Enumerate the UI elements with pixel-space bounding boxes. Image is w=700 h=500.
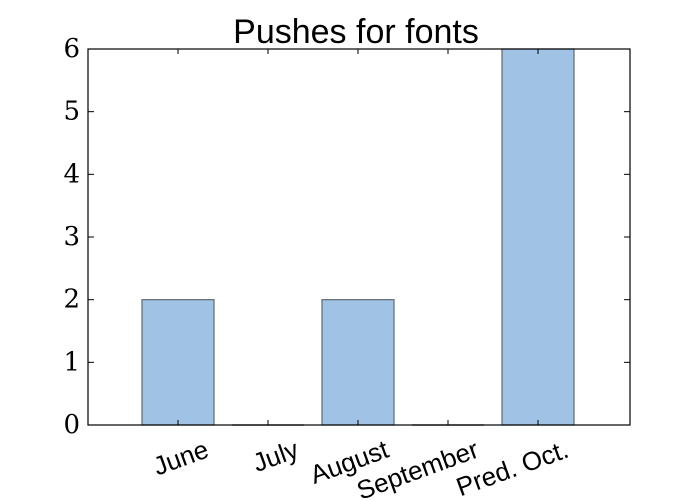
- y-tick-label-1: 1: [63, 347, 80, 377]
- bar-june: [141, 299, 215, 426]
- x-tick-label-june: June: [149, 434, 212, 481]
- chart-title: Pushes for fonts: [233, 13, 479, 51]
- y-axis: 0 1 2 3 4 5 6: [63, 34, 630, 440]
- x-tick-label-july: July: [249, 434, 303, 478]
- y-tick-label-4: 4: [63, 159, 80, 189]
- bar-august: [321, 299, 395, 426]
- y-tick-label-2: 2: [63, 285, 80, 315]
- y-tick-label-6: 6: [63, 34, 80, 64]
- y-tick-label-3: 3: [63, 222, 80, 252]
- y-tick-label-5: 5: [63, 97, 80, 127]
- bars-group: [141, 48, 575, 426]
- y-tick-label-0: 0: [63, 410, 80, 440]
- bar-pred-oct: [501, 48, 575, 426]
